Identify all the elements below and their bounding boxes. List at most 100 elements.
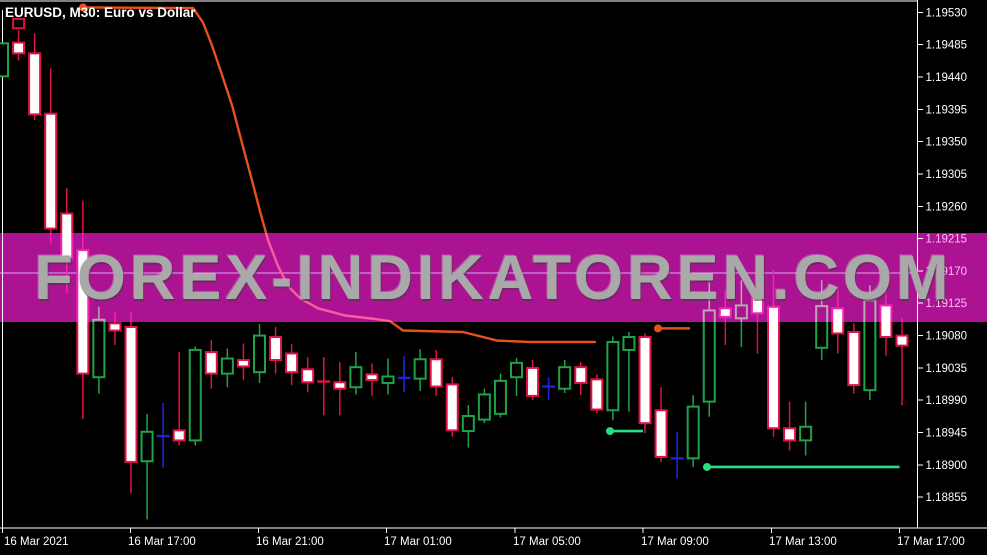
signal-dot [654,324,662,333]
candle-body [172,429,186,442]
chart-title: EURUSD, M30: Euro vs Dollar [5,5,196,20]
candle-body [847,330,861,387]
candle [44,68,58,244]
candle [349,352,363,395]
candle-body [799,425,813,442]
price-axis[interactable]: 1.19530 1.19485 1.19440 1.19395 1.19350 1.193… [917,0,968,528]
candle [590,374,604,414]
candle [124,311,138,494]
candle-body [558,366,572,390]
candle-body [574,366,588,384]
price-label: 1.18945 [926,428,968,440]
price-label: 1.19350 [926,137,968,149]
candle-body [301,368,315,384]
time-label: 17 Mar 13:00 [769,536,837,548]
candle [558,359,572,394]
candle [317,357,331,416]
price-label: 1.19035 [926,363,968,375]
price-label: 1.19080 [926,331,968,343]
candle [0,42,9,78]
candle [253,324,266,383]
candle-body [767,305,780,430]
candle [188,346,202,446]
candle [429,349,443,396]
candle [204,339,218,389]
candle-body [895,334,909,347]
candle [847,323,861,394]
candle [622,331,636,412]
candle-body [236,358,250,368]
candle-body [365,373,379,382]
time-label: 16 Mar 2021 [4,536,69,548]
price-label: 1.19305 [926,169,968,181]
candle [510,357,523,396]
price-label: 1.19440 [926,72,968,84]
candle-body [124,325,138,463]
candle [445,377,459,437]
candle-body [702,309,716,403]
candle [365,363,379,396]
candle-body [108,322,122,332]
candle-body [381,375,395,384]
price-label: 1.18855 [926,492,968,504]
candle [670,431,684,479]
candle [140,413,154,520]
candle [381,358,395,395]
candle [220,348,234,388]
candle [28,33,42,121]
time-label: 17 Mar 01:00 [384,536,452,548]
candle-body [44,112,58,230]
time-label: 17 Mar 05:00 [513,536,581,548]
candle [493,373,507,418]
candle [397,356,411,393]
time-label: 17 Mar 17:00 [897,536,965,548]
candle [686,395,700,467]
candle [413,349,427,391]
candle [638,333,652,434]
candle-body [0,42,9,78]
candle [799,401,813,456]
candle-body [28,52,42,116]
candle-body [220,357,234,375]
candle [12,30,26,61]
candle-body [638,335,652,425]
signal-dot [606,427,614,436]
candle-body [333,381,347,390]
candle-body [429,358,443,388]
candle [301,357,315,393]
candle-body [204,351,218,375]
signal-dot [79,3,87,12]
price-label: 1.19485 [926,40,968,52]
candle-body [92,318,106,379]
candle [156,403,170,468]
candle [236,343,250,381]
candle [783,401,797,451]
candle-body [590,378,604,411]
time-axis[interactable]: 16 Mar 2021 16 Mar 17:00 16 Mar 21:00 17 Ma… [0,527,987,548]
candle-body [493,379,507,415]
candle [269,326,283,374]
time-label: 16 Mar 17:00 [128,536,196,548]
candle [461,405,475,448]
candle [333,362,347,416]
candle-body [12,41,26,55]
signal-dot [703,462,711,471]
candle-body [783,427,797,442]
candle-body [622,335,636,351]
candle-body [606,341,620,412]
candle [172,352,186,446]
candle-body [269,335,283,361]
signal-markers [79,3,900,471]
price-label: 1.18900 [926,460,968,472]
candle-body [285,352,299,374]
candle [895,318,909,406]
candle-body [654,409,668,458]
price-label: 1.19395 [926,104,968,116]
candle-body [445,383,459,432]
candle-body [413,358,427,380]
price-label: 1.18990 [926,395,968,407]
candle-body [477,393,491,421]
candle [574,362,588,396]
time-label: 17 Mar 09:00 [641,536,709,548]
